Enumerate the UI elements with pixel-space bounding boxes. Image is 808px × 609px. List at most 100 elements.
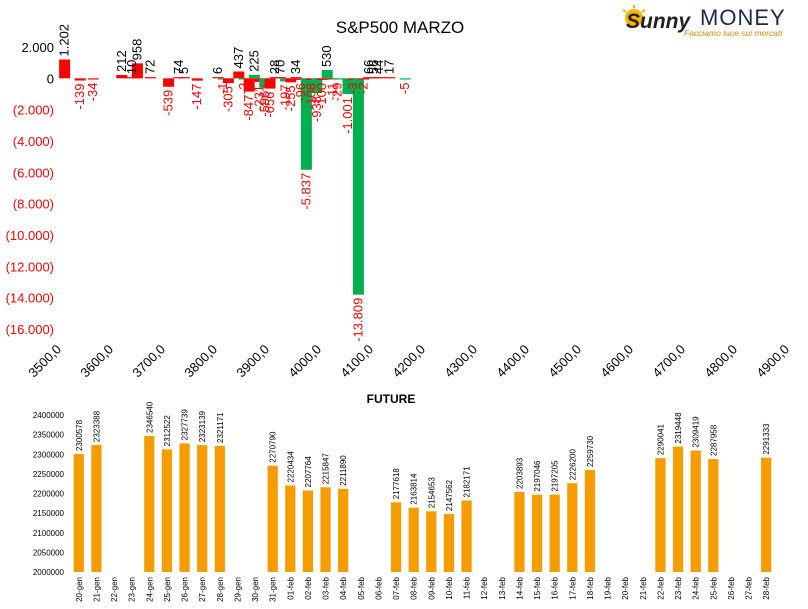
sp500-bar-chart: S&P500 MARZO 2.000 0 (2.000) (4.000) (6.000)…	[6, 18, 793, 380]
chart2-bar	[567, 483, 578, 572]
chart1-data-label: -255	[283, 85, 298, 111]
chart2-x-tick-label: 13-feb	[498, 576, 507, 599]
chart1-data-label: -938	[309, 96, 324, 122]
chart2-x-tick-label: 20-feb	[621, 576, 630, 599]
chart1-data-label: 958	[129, 39, 144, 61]
chart1-bar	[373, 77, 385, 79]
chart2-data-label: 2312522	[163, 415, 172, 447]
chart1-bar	[178, 77, 190, 79]
chart2-x-tick-label: 24-gen	[145, 577, 154, 602]
chart2-bar	[390, 502, 402, 572]
chart1-x-tick-label: 4100,0	[337, 342, 376, 380]
chart2-x-tick-label: 21-feb	[639, 576, 648, 599]
chart2-data-label: 2346540	[145, 401, 154, 433]
chart1-x-tick-label: 3500,0	[25, 342, 64, 380]
chart1-data-label: -2	[236, 83, 251, 95]
chart1-bar	[290, 77, 302, 79]
sunny-money-logo: Sunny MONEY Facciamo luce sui mercati	[620, 4, 805, 38]
chart2-bar	[338, 488, 349, 572]
chart2-data-label: 2259730	[586, 435, 595, 467]
chart1-data-label: 437	[231, 47, 246, 69]
chart1-bar	[285, 78, 297, 83]
chart1-bar	[300, 78, 312, 170]
chart1-data-label: -13.809	[350, 298, 365, 342]
chart1-data-label: -29	[330, 83, 345, 102]
chart2-x-tick-label: 31-gen	[269, 577, 278, 602]
chart1-bar	[316, 78, 328, 80]
chart1-bar	[384, 77, 396, 79]
chart2-x-tick-label: 20-gen	[75, 577, 84, 602]
chart2-bar	[531, 494, 543, 572]
chart1-data-label: 6	[210, 67, 225, 74]
chart2-bar	[320, 487, 331, 572]
chart1-bar	[342, 78, 354, 95]
chart1-data-label: 74	[171, 60, 186, 74]
chart1-x-tick-label: 3700,0	[129, 342, 168, 380]
chart1-bar	[87, 78, 99, 80]
chart1-bar	[163, 78, 175, 87]
chart1-y-tick-label: (2.000)	[13, 103, 54, 118]
chart2-x-tick-label: 03-feb	[322, 576, 331, 599]
chart2-x-tick-label: 25-feb	[709, 576, 718, 599]
chart1-x-tick-label: 4900,0	[753, 342, 792, 380]
chart1-bar	[59, 59, 71, 79]
chart2-bar	[161, 449, 173, 572]
chart2-x-tick-label: 24-feb	[692, 576, 701, 599]
logo-tagline: Facciamo luce sui mercati	[684, 28, 783, 38]
chart1-data-label: -539	[161, 90, 176, 116]
chart1-data-label: -11	[324, 83, 339, 101]
chart2-x-tick-label: 22-gen	[110, 577, 119, 602]
chart1-data-label: -197	[278, 84, 293, 110]
chart2-x-tick-label: 28-feb	[762, 576, 771, 599]
chart2-bar	[514, 491, 525, 572]
chart2-bar	[584, 470, 596, 572]
chart1-bar	[352, 78, 364, 295]
chart1-data-label: 530	[319, 45, 334, 67]
chart2-bar	[761, 457, 772, 572]
future-bar-chart: FUTURE 2000000 2050000 2100000 2150000 22000…	[33, 392, 772, 602]
chart1-data-label: 1.202	[57, 24, 72, 57]
chart2-data-label: 2323139	[198, 410, 207, 442]
chart2-x-tick-label: 22-feb	[656, 576, 665, 599]
chart1-data-label: 225	[246, 50, 261, 72]
chart2-data-label: 2323388	[92, 410, 101, 442]
chart2-data-label: 2215847	[322, 453, 331, 485]
chart2-x-tick-label: 18-feb	[586, 576, 595, 599]
chart1-data-label: -1	[215, 83, 230, 95]
chart1-x-tick-label: 3600,0	[77, 342, 116, 380]
chart2-x-tick-label: 30-gen	[251, 577, 260, 602]
chart2-x-tick-label: 26-feb	[727, 576, 736, 599]
chart1-data-label: -596	[257, 91, 272, 117]
chart1-data-label: -96	[293, 83, 308, 102]
chart2-y-tick-label: 2050000	[33, 548, 65, 557]
chart2-x-axis: 20-gen 21-gen 22-gen 23-gen 24-gen 25-gen 26-g…	[75, 576, 771, 601]
chart2-x-tick-label: 27-gen	[198, 577, 207, 602]
chart1-data-label: 56	[366, 60, 381, 74]
chart1-x-tick-label: 4700,0	[649, 342, 688, 380]
chart1-bar	[399, 78, 411, 80]
chart1-bars	[59, 59, 411, 295]
chart1-data-label: 212	[114, 50, 129, 72]
chart2-x-tick-label: 01-feb	[286, 576, 295, 599]
chart2-x-tick-label: 19-feb	[604, 576, 613, 599]
chart1-bar	[358, 78, 370, 80]
chart2-bar	[267, 465, 278, 572]
chart1-y-tick-label: (12.000)	[6, 259, 54, 274]
chart1-y-tick-label: (6.000)	[13, 165, 54, 180]
chart1-bar	[74, 78, 86, 81]
chart2-y-tick-label: 2400000	[33, 411, 65, 420]
chart1-data-label: -147	[189, 84, 204, 110]
chart2-bar	[408, 507, 419, 572]
chart1-y-tick-label: 2.000	[21, 40, 54, 55]
logo-svg: Sunny MONEY Facciamo luce sui mercati	[622, 5, 785, 38]
chart1-data-label: 17	[382, 60, 397, 74]
chart1-bar	[222, 78, 234, 84]
chart1-y-axis: 2.000 0 (2.000) (4.000) (6.000) (8.000) (10.00…	[6, 40, 54, 337]
chart1-y-tick-label: 0	[47, 71, 54, 86]
chart2-data-label: 2163814	[410, 473, 419, 505]
chart1-bar	[311, 78, 323, 94]
chart2-data-label: 2287958	[709, 424, 718, 456]
chart2-bar	[144, 435, 155, 572]
chart2-x-tick-label: 17-feb	[568, 576, 577, 599]
